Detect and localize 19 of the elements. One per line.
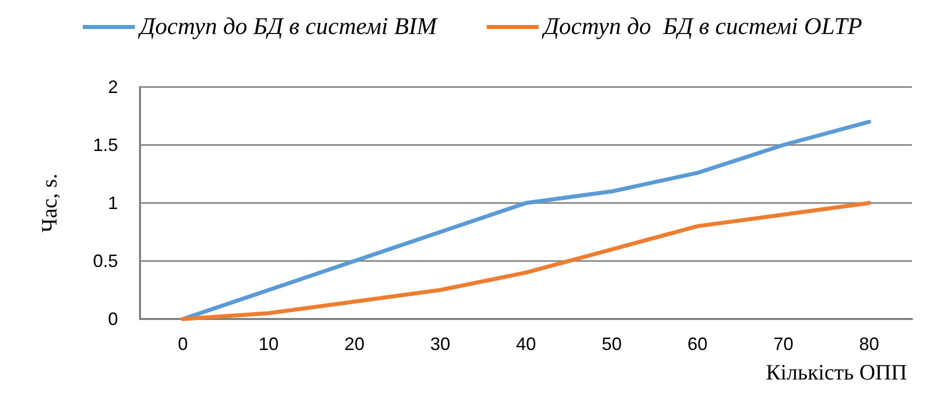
x-tick-label: 0 [178,334,188,354]
legend-label: Доступ до БД в системі BIM [138,14,439,40]
y-tick-label: 1.5 [92,135,118,155]
x-tick-label: 40 [516,334,536,354]
x-tick-label: 10 [258,334,279,354]
x-axis-title: Кількість ОПП [766,360,908,384]
y-tick-label: 0.5 [92,251,118,271]
x-tick-label: 80 [859,334,880,354]
x-tick-label: 60 [688,334,708,354]
x-tick-label: 30 [430,334,450,354]
legend-label: Доступ до БД в системі OLTP [542,14,863,40]
x-tick-label: 50 [602,334,622,354]
y-tick-label: 0 [108,309,118,329]
x-tick-label: 20 [344,334,364,354]
y-axis-title: Час, s. [36,174,62,232]
y-tick-label: 2 [108,77,118,97]
y-tick-label: 1 [108,193,118,213]
x-tick-label: 70 [773,334,794,354]
line-series [180,201,872,321]
